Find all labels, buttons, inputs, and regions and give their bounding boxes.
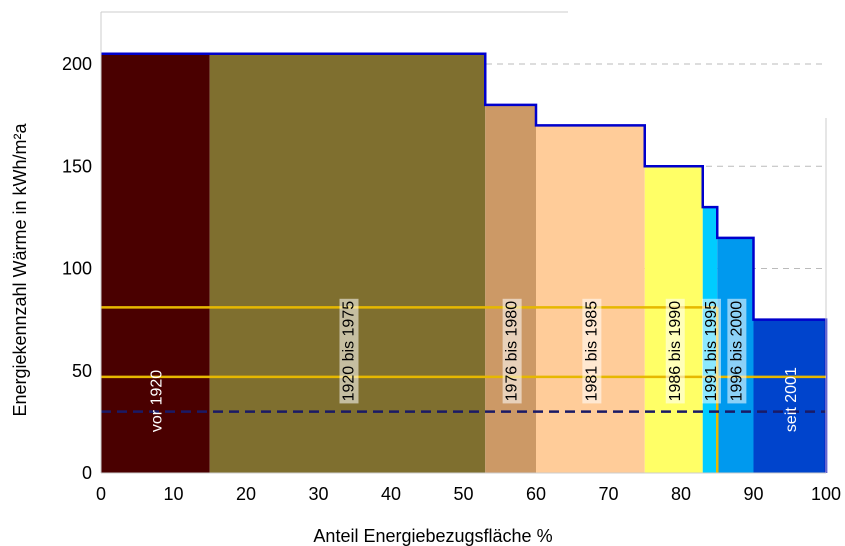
bar-label-group: 1976 bis 1980 <box>502 298 522 404</box>
bar <box>101 53 210 474</box>
x-tick-label: 60 <box>526 484 546 504</box>
x-tick-label: 90 <box>743 484 763 504</box>
bar-label-group: 1986 bis 1990 <box>665 298 685 404</box>
bar-label-group: vor 1920 <box>148 370 165 432</box>
bar <box>209 53 486 474</box>
envelope-outline <box>101 52 828 473</box>
x-tick-label: 20 <box>236 484 256 504</box>
y-tick-label: 100 <box>62 259 92 279</box>
x-tick-label: 100 <box>811 484 841 504</box>
bar-labels: vor 1920 1920 bis 1975 1976 bis 1980 1981 b… <box>148 298 800 432</box>
y-tick-label: 200 <box>62 54 92 74</box>
bar-label: vor 1920 <box>148 370 165 432</box>
bar-label-group: 1981 bis 1985 <box>582 298 602 404</box>
bar-label-box <box>727 298 747 404</box>
x-tick-label: 10 <box>163 484 183 504</box>
bar-label-group: 1996 bis 2000 <box>727 298 747 404</box>
bar-label: seit 2001 <box>783 367 800 432</box>
y-axis-title: Energiekennzahl Wärme in kWh/m²a <box>10 122 30 416</box>
envelope-line <box>101 52 828 473</box>
bar-label: 1981 bis 1985 <box>583 301 600 402</box>
x-tick-label: 80 <box>671 484 691 504</box>
bar-label: 1986 bis 1990 <box>667 301 684 402</box>
bar-label-group: 1920 bis 1975 <box>339 298 359 404</box>
bar <box>485 104 536 474</box>
bar-label-box <box>665 298 685 404</box>
bar-label-group: 1991 bis 1995 <box>702 298 721 404</box>
bar-label: 1996 bis 2000 <box>728 301 745 402</box>
bar-label: 1991 bis 1995 <box>703 301 720 402</box>
x-tick-label: 40 <box>381 484 401 504</box>
bar-label-box <box>702 298 721 404</box>
bar-label: 1976 bis 1980 <box>504 301 521 402</box>
bar <box>753 319 826 473</box>
bar-label-box <box>582 298 602 404</box>
y-tick-label: 50 <box>72 361 92 381</box>
x-tick-label: 70 <box>598 484 618 504</box>
bar-label: 1920 bis 1975 <box>341 301 358 402</box>
y-tick-label: 150 <box>62 156 92 176</box>
bar-label-box <box>502 298 522 404</box>
x-tick-label: 0 <box>96 484 106 504</box>
bar-label-group: seit 2001 <box>783 367 800 432</box>
x-tick-label: 50 <box>453 484 473 504</box>
bar-label-box <box>339 298 359 404</box>
y-tick-label: 0 <box>82 463 92 483</box>
axes: 0 10 20 30 40 50 60 70 80 90 100 0 50 100 150 200 <box>62 11 841 504</box>
x-axis-title: Anteil Energiebezugsfläche % <box>313 526 552 546</box>
x-tick-label: 30 <box>308 484 328 504</box>
